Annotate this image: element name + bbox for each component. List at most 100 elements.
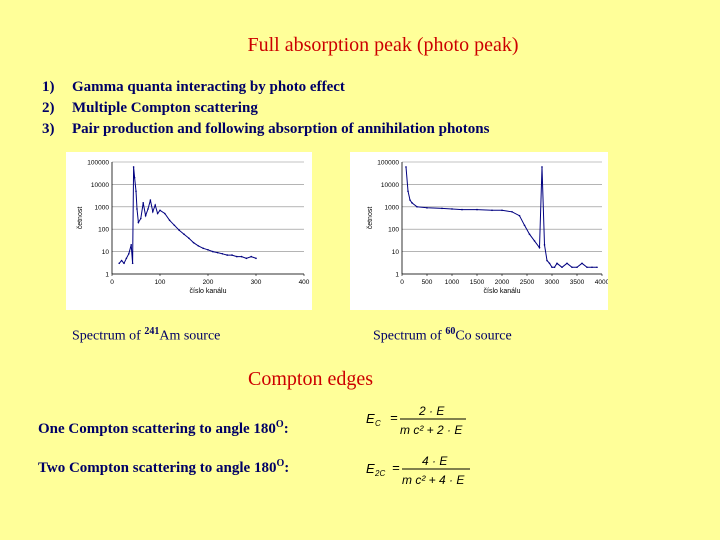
double-compton-edge-formula: E 2C = 4 · E m c² + 4 · E (366, 454, 470, 487)
y-tick-label: 10000 (381, 182, 399, 189)
x-tick-label: 2500 (520, 279, 535, 286)
caption-prefix: Spectrum of (373, 328, 446, 344)
mass-number: 241 (144, 326, 160, 337)
formula-denominator: m c² + 4 · E (402, 473, 465, 487)
data-point (240, 255, 243, 258)
label-colon: : (283, 421, 289, 437)
data-point (131, 262, 134, 265)
x-tick-label: 3500 (570, 279, 585, 286)
data-point (255, 257, 257, 260)
data-point (164, 212, 166, 215)
data-point (491, 209, 493, 212)
formula-lhs-sub: 2C (374, 469, 385, 478)
x-tick-label: 2000 (495, 279, 510, 286)
y-tick-label: 10000 (91, 182, 109, 189)
data-point (231, 254, 233, 256)
label-text: Two Compton scattering to angle 180 (38, 460, 277, 476)
data-point (144, 214, 147, 217)
x-tick-label: 300 (251, 279, 262, 286)
data-point (451, 208, 453, 210)
compton-edges-title: Compton edges (248, 368, 373, 390)
data-point (426, 207, 428, 209)
data-point (168, 219, 171, 222)
degree-mark: O (276, 458, 285, 469)
x-tick-label: 200 (203, 279, 214, 286)
data-point (197, 245, 200, 247)
list-item: 2) Multiple Compton scattering (42, 98, 489, 119)
list-number: 3) (42, 121, 55, 137)
data-point (137, 221, 140, 224)
y-tick-label: 1000 (385, 204, 400, 211)
x-tick-label: 0 (400, 279, 404, 286)
co-caption: Spectrum of 60Co source (373, 326, 512, 345)
co-spectrum-chart: 1 10 100 1000 10000 100000 0 500 1000 1500 2000 250… (350, 152, 608, 310)
data-point (586, 266, 588, 269)
data-point (130, 244, 132, 246)
data-point (596, 266, 598, 269)
data-point (416, 206, 418, 208)
data-point (135, 190, 137, 192)
data-point (546, 259, 548, 262)
formula-numerator: 4 · E (422, 454, 448, 468)
series-line (405, 166, 597, 268)
data-point (501, 209, 503, 212)
data-point (133, 176, 136, 179)
x-axis-label: číslo kanálu (190, 288, 227, 295)
list-number: 2) (42, 100, 55, 116)
x-tick-label: 400 (299, 279, 310, 286)
data-point (183, 233, 185, 235)
mechanism-list: 1) Gamma quanta interacting by photo effe… (42, 77, 489, 140)
data-point (250, 255, 252, 258)
data-point (405, 166, 407, 168)
x-tick-label: 1000 (445, 279, 460, 286)
y-tick-label: 1 (105, 272, 109, 279)
list-text: Multiple Compton scattering (72, 100, 258, 116)
caption-suffix: Am source (159, 328, 221, 344)
data-point (538, 246, 541, 249)
data-point (149, 199, 152, 201)
data-point (511, 210, 513, 213)
data-point (556, 262, 558, 265)
mass-number: 60 (445, 326, 456, 337)
formula-denominator: m c² + 2 · E (400, 423, 463, 437)
formula-eq: = (392, 460, 400, 475)
data-point (553, 266, 556, 269)
data-point (125, 257, 128, 260)
y-axis-label: četnost (367, 207, 374, 230)
data-point (140, 217, 142, 220)
data-point (566, 262, 568, 265)
data-point (523, 224, 526, 227)
data-point (411, 202, 413, 204)
formula-lhs-sub: C (375, 419, 381, 428)
data-point (561, 266, 563, 269)
data-point (212, 250, 214, 253)
label-colon: : (284, 460, 290, 476)
x-tick-label: 1500 (470, 279, 485, 286)
y-tick-label: 10 (392, 249, 400, 256)
list-text: Gamma quanta interacting by photo effect (72, 79, 345, 95)
y-tick-label: 1000 (95, 204, 110, 211)
data-point (571, 266, 573, 269)
data-point (476, 208, 478, 211)
data-point (548, 262, 551, 265)
formula-eq: = (390, 410, 398, 425)
data-point (142, 202, 144, 204)
list-text: Pair production and following absorption… (72, 121, 490, 137)
x-tick-label: 3000 (545, 279, 560, 286)
formula-lhs: E (366, 411, 375, 426)
data-point (136, 208, 138, 210)
data-point (132, 166, 135, 168)
formula-lhs: E (366, 461, 375, 476)
x-axis-label: číslo kanálu (484, 288, 521, 295)
list-item: 3) Pair production and following absorpti… (42, 119, 489, 140)
y-tick-label: 10 (102, 249, 110, 256)
degree-mark: O (275, 419, 284, 430)
x-tick-label: 4000 (595, 279, 608, 286)
data-point (541, 166, 543, 168)
data-point (576, 266, 578, 269)
y-tick-label: 100000 (87, 160, 109, 167)
one-scattering-label: One Compton scattering to angle 180O: (38, 419, 289, 438)
data-point (221, 252, 224, 255)
data-point (528, 233, 531, 235)
data-point (152, 210, 154, 213)
